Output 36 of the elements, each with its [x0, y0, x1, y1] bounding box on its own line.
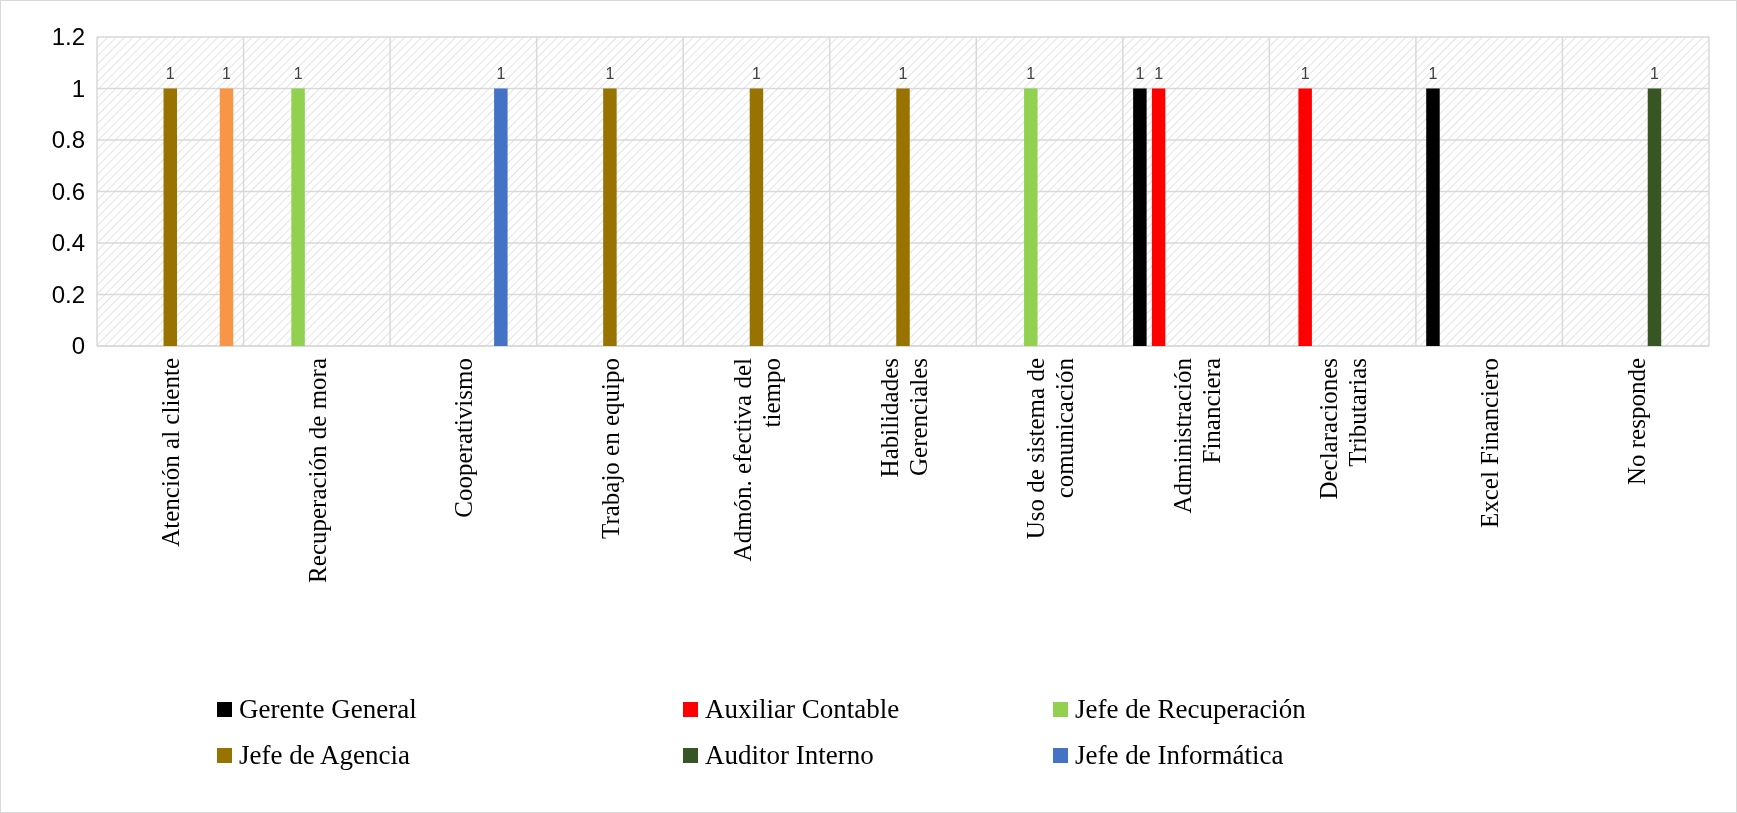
data-label: 1	[222, 64, 232, 82]
x-tick-label: Administración Financiera	[1168, 357, 1225, 514]
legend-label: Auxiliar Contable	[705, 694, 900, 724]
y-tick-label: 1	[71, 74, 85, 102]
data-label: 1	[1650, 64, 1660, 82]
legend-label: Jefe de Informática	[1075, 740, 1284, 770]
y-tick-label: 0.4	[51, 229, 85, 257]
legend-label: Jefe de Recuperación	[1075, 694, 1307, 724]
x-tick-label: Atención al cliente	[157, 358, 185, 547]
legend-label: Auditor Interno	[705, 740, 874, 770]
data-label: 1	[1026, 64, 1036, 82]
y-tick-label: 0.6	[51, 177, 85, 205]
data-label: 1	[496, 64, 506, 82]
y-tick-label: 0.8	[51, 126, 85, 154]
y-tick-label: 0.2	[51, 280, 85, 308]
legend-label: Jefe de Agencia	[239, 740, 410, 770]
data-label: 1	[1154, 64, 1164, 82]
x-tick-label: Cooperativismo	[450, 358, 478, 518]
y-tick-label: 1.2	[51, 23, 85, 51]
data-label: 1	[1135, 64, 1145, 82]
x-tick-label: Recuperación de mora	[303, 358, 331, 583]
data-label: 1	[752, 64, 761, 82]
data-label: 1	[1300, 64, 1310, 82]
x-tick-label: Excel Financiero	[1476, 358, 1504, 529]
data-label: 1	[898, 64, 908, 82]
x-tick-label: Declaraciones Tributarias	[1315, 358, 1372, 500]
x-tick-label: No responde	[1622, 358, 1650, 486]
x-tick-label: Trabajo en equipo	[596, 358, 624, 539]
x-tick-label: Admón. efectiva del tiempo	[728, 357, 785, 562]
legend-label: Gerente General	[239, 694, 417, 724]
x-tick-label: Uso de sistema de comunicación	[1022, 357, 1079, 540]
data-label: 1	[1428, 64, 1438, 82]
y-tick-label: 0	[71, 332, 85, 360]
data-label: 1	[165, 64, 175, 82]
data-label: 1	[293, 64, 303, 82]
data-label: 1	[605, 64, 615, 82]
